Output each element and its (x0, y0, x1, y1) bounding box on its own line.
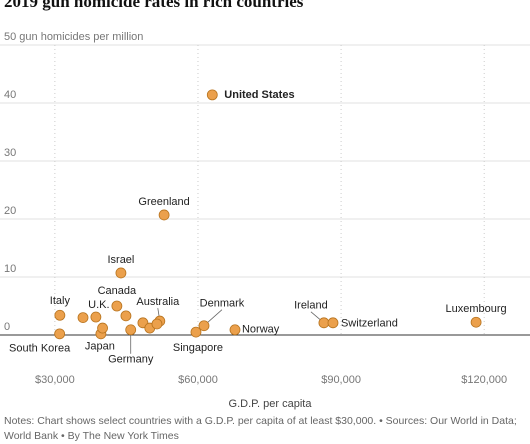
point-label: United States (224, 89, 294, 101)
point-label: Israel (107, 254, 134, 266)
point (111, 300, 123, 312)
x-tick-label: $30,000 (35, 374, 75, 386)
x-axis-label: G.D.P. per capita (229, 398, 313, 410)
point-label: Canada (98, 285, 137, 297)
x-tick-label: $90,000 (321, 374, 361, 386)
point (125, 324, 137, 336)
point-label: Norway (242, 324, 280, 336)
point-label: Denmark (200, 298, 245, 310)
point (115, 267, 127, 279)
point (198, 320, 210, 332)
point (190, 326, 202, 338)
point-label: Italy (50, 295, 71, 307)
point (158, 209, 170, 221)
point-label: Greenland (138, 196, 189, 208)
point-label: Luxembourg (446, 303, 507, 315)
x-tick-label: $120,000 (461, 374, 507, 386)
point (77, 312, 89, 324)
y-tick-label: 0 (4, 321, 10, 333)
y-tick-label: 40 (4, 89, 16, 101)
point-label: Japan (85, 341, 115, 353)
point-label: Australia (136, 296, 180, 308)
point (120, 310, 132, 322)
y-tick-label: 10 (4, 263, 16, 275)
point-label: Switzerland (341, 318, 398, 330)
point (54, 309, 66, 321)
y-tick-label: 20 (4, 205, 16, 217)
point-label: U.K. (88, 299, 109, 311)
point-label: Singapore (173, 342, 223, 354)
point-label: Germany (108, 354, 154, 366)
y-tick-label: 30 (4, 147, 16, 159)
y-tick-label: 50 gun homicides per million (4, 31, 143, 43)
point (151, 318, 163, 330)
point (327, 317, 339, 329)
point (229, 324, 241, 336)
chart-title: 2019 gun homicide rates in rich countrie… (4, 0, 304, 11)
point (90, 311, 102, 323)
point (470, 316, 482, 328)
footer-note: Notes: Chart shows select countries with… (4, 415, 517, 442)
point-label: Ireland (294, 300, 328, 312)
point (97, 322, 108, 334)
point (318, 317, 330, 329)
point (54, 328, 66, 340)
point-label: South Korea (9, 343, 71, 355)
point (206, 89, 218, 101)
x-tick-label: $60,000 (178, 374, 218, 386)
